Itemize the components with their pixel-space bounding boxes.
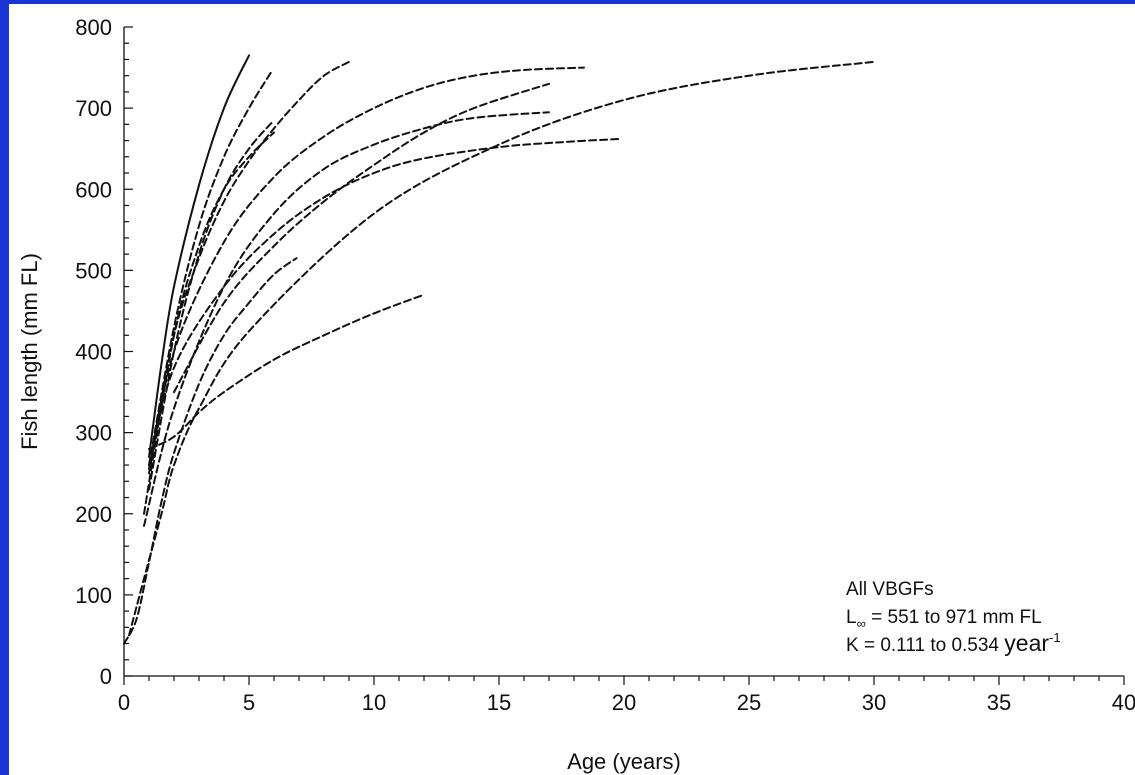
k-range: K = 0.111 to 0.534 xyxy=(846,635,1004,656)
y-tick-label: 300 xyxy=(75,421,112,446)
growth-curve-5 xyxy=(148,60,350,471)
y-tick-label: 200 xyxy=(75,502,112,527)
y-tick-label: 0 xyxy=(100,664,112,689)
growth-curve-1 xyxy=(148,54,250,458)
growth-curve-12 xyxy=(148,293,425,450)
growth-curve-7 xyxy=(173,82,550,394)
linf-symbol: L xyxy=(846,607,857,628)
growth-curve-4 xyxy=(143,131,275,515)
growth-curve-10 xyxy=(123,257,298,645)
y-tick-label: 600 xyxy=(75,177,112,202)
x-tick-label: 25 xyxy=(737,690,761,715)
y-tick-label: 100 xyxy=(75,583,112,608)
linf-subscript: ∞ xyxy=(857,616,866,631)
y-tick-label: 700 xyxy=(75,96,112,121)
linf-range: = 551 to 971 mm FL xyxy=(866,607,1042,628)
x-tick-label: 10 xyxy=(362,690,386,715)
x-tick-label: 30 xyxy=(862,690,886,715)
k-unit-superscript: -1 xyxy=(1049,630,1061,645)
axes xyxy=(123,27,1124,677)
y-tick-label: 500 xyxy=(75,258,112,283)
annotation-line-2: L∞ = 551 to 971 mm FL xyxy=(846,607,1042,631)
growth-curve-9 xyxy=(148,138,620,467)
annotation-line-1: All VBGFs xyxy=(846,579,934,600)
y-tick-label: 800 xyxy=(75,15,112,40)
x-tick-label: 15 xyxy=(487,690,511,715)
x-tick-labels: 0 5 10 15 20 25 30 35 40 xyxy=(118,690,1135,715)
growth-curve-2 xyxy=(148,70,273,467)
growth-curve-8 xyxy=(143,111,550,527)
x-tick-label: 35 xyxy=(987,690,1011,715)
x-tick-label: 20 xyxy=(612,690,636,715)
x-axis-title: Age (years) xyxy=(567,749,681,774)
x-tick-label: 40 xyxy=(1112,690,1135,715)
growth-curve-3 xyxy=(148,119,275,491)
annotation-line-3: K = 0.111 to 0.534 year-1 xyxy=(846,630,1061,656)
y-tick-labels: 0 100 200 300 400 500 600 700 800 xyxy=(75,15,112,689)
growth-curve-6 xyxy=(148,66,585,475)
growth-curve-11 xyxy=(128,60,875,637)
k-unit: year xyxy=(1004,630,1049,656)
y-axis-title: Fish length (mm FL) xyxy=(17,253,42,450)
x-tick-label: 0 xyxy=(118,690,130,715)
y-tick-label: 400 xyxy=(75,340,112,365)
x-tick-label: 5 xyxy=(243,690,255,715)
series-layer xyxy=(123,54,875,645)
tick-marks xyxy=(123,26,1125,685)
annotation-block: All VBGFs L∞ = 551 to 971 mm FL K = 0.11… xyxy=(846,579,1061,656)
